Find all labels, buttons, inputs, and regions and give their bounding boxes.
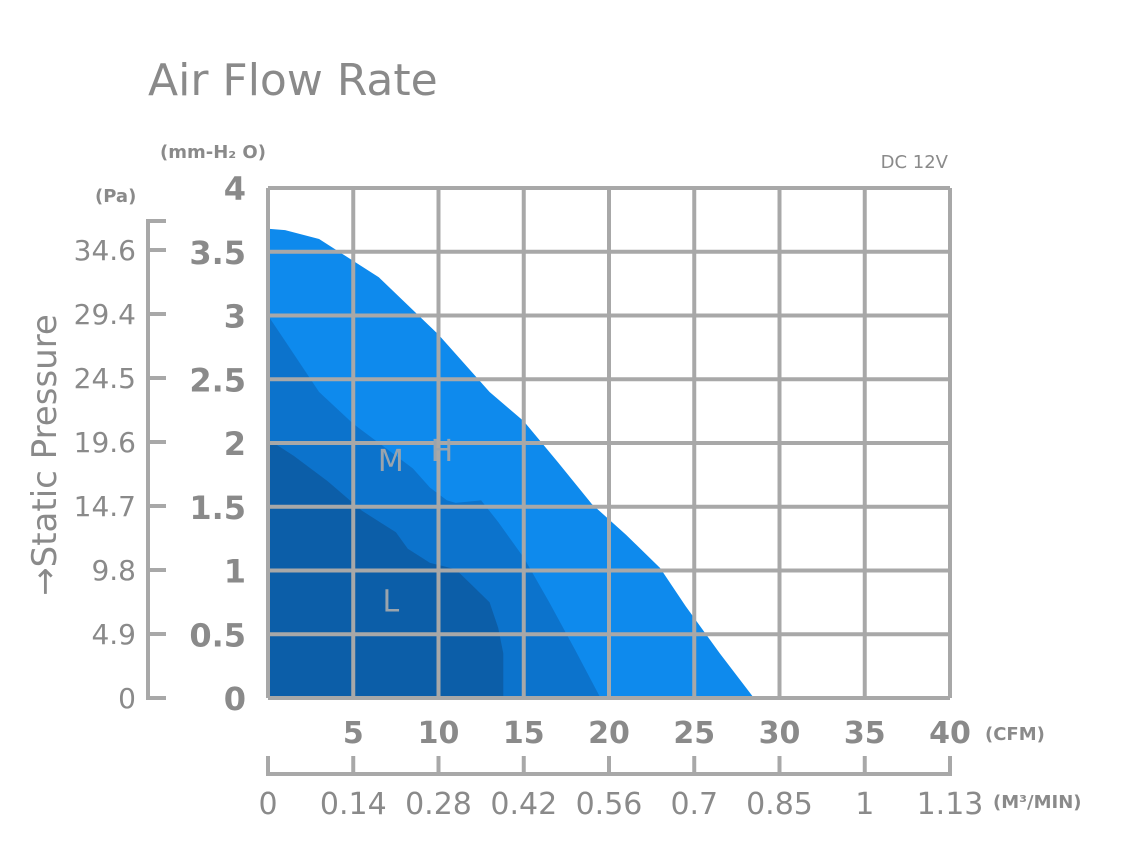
x-tick-m3min: 0.7 [670, 787, 718, 822]
y-tick-mmh2o: 0.5 [189, 616, 246, 654]
x-tick-m3min: 0.28 [405, 787, 472, 822]
y-tick-pa: 34.6 [74, 234, 136, 267]
series-label-h: H [431, 434, 454, 469]
y-tick-pa: 0 [118, 682, 136, 715]
x-tick-cfm: 35 [844, 716, 886, 751]
x-tick-cfm: 15 [503, 716, 545, 751]
x-tick-cfm: 25 [673, 716, 715, 751]
x-tick-cfm: 10 [418, 716, 460, 751]
x-tick-cfm: 20 [588, 716, 630, 751]
y-tick-mmh2o: 1.5 [189, 489, 246, 527]
x-tick-m3min: 0 [258, 787, 277, 822]
axes [146, 219, 952, 776]
y-tick-mmh2o: 2 [224, 425, 246, 463]
voltage-note: DC 12V [881, 152, 949, 173]
y-axis-label: →Static Pressure [25, 314, 65, 596]
y-tick-pa: 24.5 [74, 362, 136, 395]
y-tick-mmh2o: 3.5 [189, 234, 246, 272]
x-tick-m3min: 0.14 [320, 787, 387, 822]
y-tick-mmh2o: 3 [224, 298, 246, 336]
series-areas [268, 228, 754, 699]
y-tick-pa: 19.6 [74, 426, 136, 459]
x-tick-m3min: 0.85 [746, 787, 813, 822]
x-tick-m3min: 0.42 [490, 787, 557, 822]
y-tick-pa: 4.9 [91, 618, 136, 651]
y-tick-pa: 29.4 [74, 298, 136, 331]
series-label-l: L [382, 584, 399, 619]
chart-title: Air Flow Rate [148, 55, 438, 106]
grid-lines [266, 186, 952, 700]
x-tick-m3min: 1 [855, 787, 874, 822]
y-unit-pa: (Pa) [95, 186, 136, 207]
y-tick-mmh2o: 4 [224, 170, 246, 208]
x-tick-cfm: 30 [759, 716, 801, 751]
y-tick-mmh2o: 0 [224, 680, 246, 718]
y-unit-mmh2o: (mm-H₂ O) [160, 142, 266, 163]
series-labels: HM L [378, 434, 453, 619]
x-unit-cfm: (CFM) [985, 724, 1045, 745]
x-unit-m3min: (M³/MIN) [993, 792, 1082, 813]
y-tick-mmh2o: 2.5 [189, 361, 246, 399]
y-tick-pa: 14.7 [74, 490, 136, 523]
y-tick-pa: 9.8 [91, 554, 136, 587]
x-tick-m3min: 1.13 [917, 787, 984, 822]
tick-labels: 00.511.522.533.5404.99.814.719.624.529.4… [74, 170, 984, 822]
y-tick-mmh2o: 1 [224, 553, 246, 591]
x-tick-m3min: 0.56 [576, 787, 643, 822]
x-tick-cfm: 5 [343, 716, 364, 751]
x-tick-cfm: 40 [929, 716, 971, 751]
series-label-m: M [378, 444, 404, 479]
